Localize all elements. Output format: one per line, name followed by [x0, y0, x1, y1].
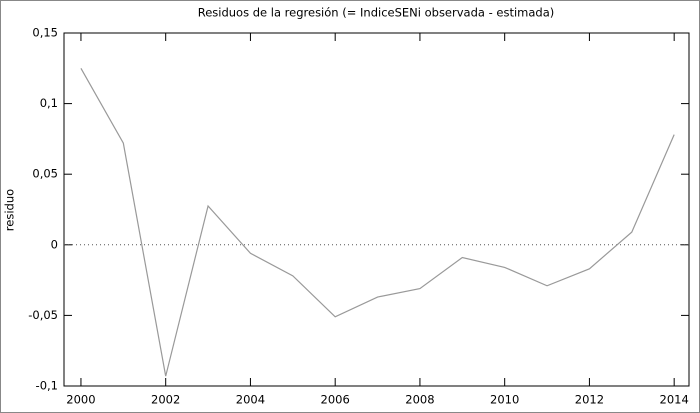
x-tick-label: 2014: [660, 393, 689, 407]
chart-title: Residuos de la regresión (= IndiceSENi o…: [198, 6, 555, 20]
data-line: [80, 68, 675, 377]
x-tick-label: 2000: [66, 393, 95, 407]
x-tick-label: 2006: [321, 393, 350, 407]
plot-area: [63, 32, 690, 387]
y-tick-label: 0,15: [32, 26, 58, 40]
y-tick-label: 0,1: [40, 96, 58, 110]
y-axis-label: residuo: [3, 189, 17, 231]
x-tick-label: 2010: [490, 393, 519, 407]
y-tick-label: -0,05: [28, 308, 58, 322]
x-tick-label: 2008: [405, 393, 434, 407]
y-tick-label: 0: [51, 237, 58, 251]
y-tick-label: -0,1: [36, 379, 58, 393]
x-tick-label: 2004: [236, 393, 265, 407]
x-tick-label: 2012: [575, 393, 604, 407]
y-tick-label: 0,05: [32, 167, 58, 181]
x-tick-label: 2002: [151, 393, 180, 407]
